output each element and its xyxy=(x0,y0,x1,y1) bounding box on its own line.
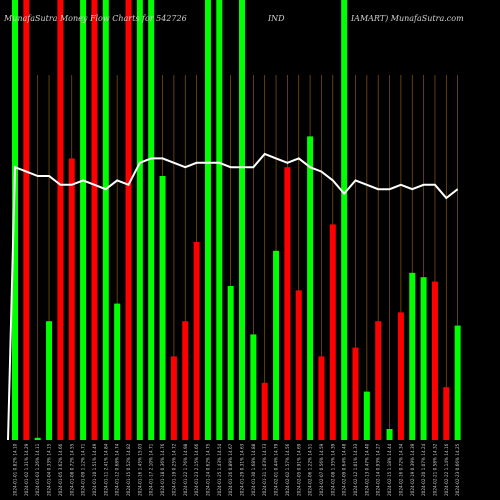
volume-bar xyxy=(34,437,41,440)
volume-bar xyxy=(352,347,359,440)
volume-bar xyxy=(397,312,404,440)
x-axis-tick-labels: 2024-01-01 0.82% 14.10 2024-01-02 1.31% 1… xyxy=(13,443,461,496)
volume-bar xyxy=(420,277,427,440)
x-tick-label: 2024-02-20 1.07% 14.24 xyxy=(421,443,426,496)
x-tick-label: 2024-01-11 2.41% 14.84 xyxy=(103,443,108,496)
volume-bar xyxy=(170,356,177,440)
chart-title-middle: IND xyxy=(267,14,285,23)
volume-bar xyxy=(148,0,155,440)
x-tick-label: 2024-02-23 0.66% 14.25 xyxy=(455,443,460,496)
volume-bar xyxy=(375,321,382,440)
volume-bar xyxy=(250,334,257,440)
x-tick-label: 2024-01-26 0.89% 14.67 xyxy=(228,443,233,496)
x-tick-label: 2024-02-12 1.01% 14.33 xyxy=(353,443,358,496)
volume-bar xyxy=(68,158,75,440)
volume-bar xyxy=(431,281,438,440)
volume-bar xyxy=(239,0,245,440)
x-tick-label: 2024-02-07 0.56% 14.59 xyxy=(319,443,324,496)
volume-bar xyxy=(261,382,268,440)
volume-bar xyxy=(341,0,348,440)
volume-bar xyxy=(193,242,200,440)
x-tick-label: 2024-02-21 0.58% 14.32 xyxy=(432,443,437,496)
x-tick-label: 2024-02-16 0.72% 14.34 xyxy=(398,443,403,496)
x-tick-label: 2024-01-30 1.68% 14.88 xyxy=(251,443,256,496)
volume-bar xyxy=(216,0,223,440)
price-line-group xyxy=(7,152,459,441)
x-tick-label: 2024-02-22 1.14% 14.16 xyxy=(444,443,449,496)
x-tick-label: 2024-02-13 0.47% 14.40 xyxy=(364,443,369,496)
x-tick-label: 2024-01-29 0.31% 14.63 xyxy=(240,443,245,496)
x-tick-label: 2024-02-01 0.44% 14.79 xyxy=(274,443,279,496)
x-tick-label: 2024-01-31 1.03% 14.73 xyxy=(262,443,267,496)
x-tick-label: 2024-01-12 0.68% 14.74 xyxy=(115,443,120,496)
x-tick-label: 2024-01-16 1.45% 15.03 xyxy=(137,443,142,496)
x-tick-label: 2024-02-15 1.18% 14.44 xyxy=(387,443,392,496)
volume-bar xyxy=(227,286,234,440)
x-tick-label: 2024-02-06 1.22% 14.51 xyxy=(308,443,313,496)
x-tick-label: 2024-02-14 0.93% 14.27 xyxy=(376,443,381,496)
x-tick-label: 2024-01-23 2.15% 14.66 xyxy=(194,443,199,496)
x-tick-label: 2024-01-01 0.82% 14.10 xyxy=(13,443,18,496)
x-tick-label: 2024-02-08 1.35% 14.39 xyxy=(330,443,335,496)
x-tick-label: 2024-01-25 1.43% 14.54 xyxy=(217,443,222,496)
volume-bar xyxy=(114,303,121,440)
volume-bar xyxy=(23,0,30,440)
x-tick-label: 2024-02-09 0.64% 14.48 xyxy=(342,443,347,496)
volume-bar xyxy=(182,321,189,440)
volume-bar xyxy=(318,356,325,440)
x-tick-label: 2024-01-15 0.52% 14.82 xyxy=(126,443,131,496)
x-tick-label: 2024-02-05 0.91% 14.69 xyxy=(296,443,301,496)
volume-bar xyxy=(57,0,64,440)
x-tick-label: 2024-01-18 0.36% 14.76 xyxy=(160,443,165,496)
x-tick-label: 2024-01-03 1.26% 14.11 xyxy=(35,443,40,496)
x-tick-label: 2024-01-02 1.31% 14.29 xyxy=(24,443,29,496)
chart-title-right: IAMART) MunafaSutra.com xyxy=(350,14,464,23)
volume-bar xyxy=(295,290,302,440)
volume-bar xyxy=(159,176,166,440)
x-tick-label: 2024-01-19 0.25% 14.72 xyxy=(171,443,176,496)
x-tick-label: 2024-01-10 1.51% 14.49 xyxy=(92,443,97,496)
volume-bar xyxy=(363,391,370,440)
volume-bar xyxy=(409,272,416,440)
x-tick-label: 2024-01-05 3.62% 14.66 xyxy=(58,443,63,496)
volume-bar xyxy=(273,250,280,440)
x-tick-label: 2024-01-22 1.76% 14.98 xyxy=(183,443,188,496)
volume-bar xyxy=(307,136,314,440)
volume-bar xyxy=(125,0,132,440)
volume-bar xyxy=(136,0,143,440)
volume-bar xyxy=(12,0,18,440)
volume-bar xyxy=(454,325,461,440)
x-tick-label: 2024-01-24 0.62% 14.75 xyxy=(205,443,210,496)
volume-bar xyxy=(46,321,53,440)
x-tick-label: 2024-01-09 1.12% 14.71 xyxy=(81,443,86,496)
x-tick-label: 2024-01-17 2.10% 14.71 xyxy=(149,443,154,496)
price-line xyxy=(7,152,459,441)
volume-bar xyxy=(80,0,87,440)
volume-bar xyxy=(443,387,450,440)
volume-bar xyxy=(91,0,98,440)
chart-title: MunafaSutra Money Flow Charts for 542726 xyxy=(3,14,187,23)
x-tick-label: 2024-02-19 0.39% 14.39 xyxy=(410,443,415,496)
volume-bar xyxy=(329,224,336,440)
volume-bar xyxy=(284,167,291,440)
volume-bar xyxy=(102,0,109,440)
x-tick-label: 2024-02-02 1.57% 14.56 xyxy=(285,443,290,496)
x-tick-label: 2024-01-08 0.72% 14.55 xyxy=(69,443,74,496)
x-tick-label: 2024-01-04 0.33% 14.15 xyxy=(47,443,52,496)
volume-bar xyxy=(204,0,211,440)
volume-bars xyxy=(12,0,461,440)
volume-bar xyxy=(386,429,393,440)
